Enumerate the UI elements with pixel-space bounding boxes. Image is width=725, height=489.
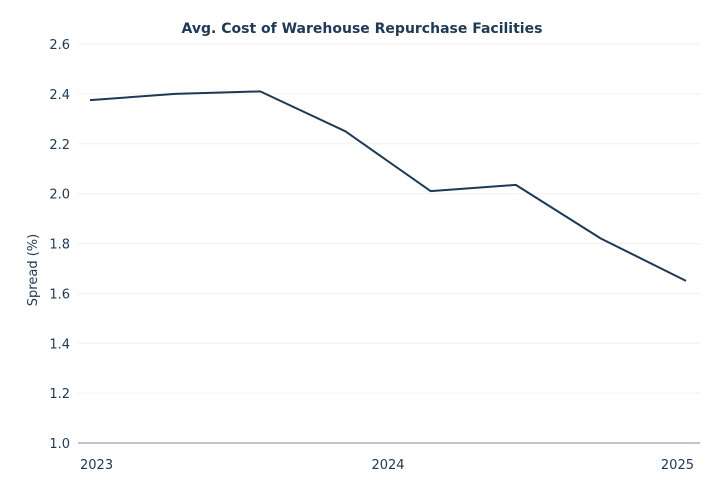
y-tick-label: 1.6 [49,287,70,302]
y-tick-label: 2.6 [49,38,70,53]
y-tick-label: 1.8 [49,238,70,253]
y-tick-label: 1.4 [49,337,70,352]
y-tick-label: 2.4 [49,88,70,103]
x-tick-label: 2023 [80,458,113,473]
grid-lines [78,43,700,394]
series-line [89,90,687,282]
x-tick-label: 2024 [371,458,404,473]
chart-title: Avg. Cost of Warehouse Repurchase Facili… [182,21,543,37]
y-tick-label: 2.0 [49,188,70,203]
y-tick-label: 1.0 [49,437,70,452]
x-tick-label: 2025 [661,458,694,473]
y-tick-label: 1.2 [49,387,70,402]
series-layer [89,90,687,282]
y-tick-label: 2.2 [49,138,70,153]
y-axis-label: Spread (%) [26,234,41,306]
y-tick-labels: 1.0 1.2 1.4 1.6 1.8 2.0 2.2 2.4 2.6 [49,38,70,452]
x-tick-labels: 2023 2024 2025 [80,458,694,473]
